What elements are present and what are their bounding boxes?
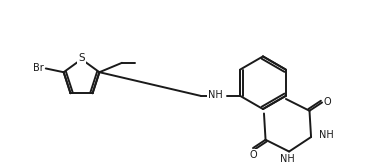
Text: Br: Br (33, 63, 44, 74)
Text: S: S (78, 53, 85, 63)
Text: O: O (324, 97, 332, 107)
Text: NH: NH (280, 154, 295, 163)
Text: NH: NH (319, 130, 333, 140)
Text: NH: NH (208, 90, 222, 100)
Text: O: O (249, 150, 257, 160)
